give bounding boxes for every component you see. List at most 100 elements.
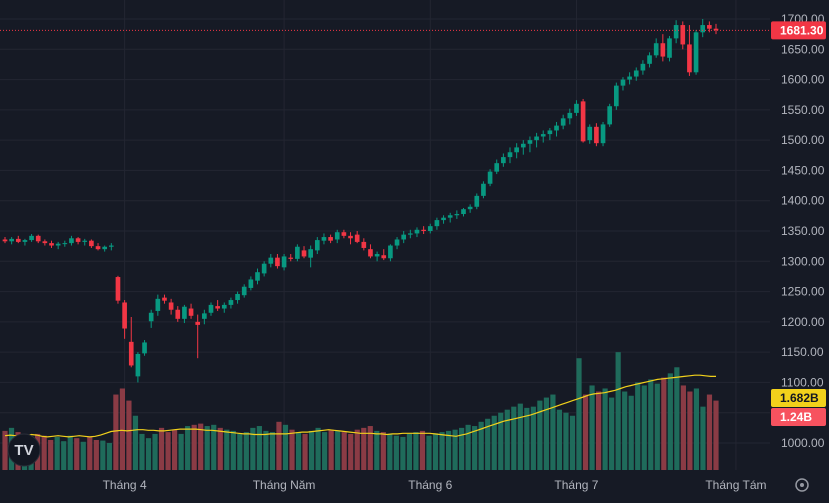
volume-bar <box>126 400 132 470</box>
candle <box>680 21 686 50</box>
volume-bar <box>100 440 106 470</box>
candle-body <box>587 126 593 141</box>
volume-bar <box>48 439 54 470</box>
volume-bar <box>472 426 478 470</box>
volume-bar <box>413 432 419 470</box>
candle <box>527 136 533 153</box>
price-tick-label: 1600.00 <box>781 73 825 87</box>
volume-bar <box>648 379 654 470</box>
candle-body <box>713 28 719 31</box>
candle <box>461 207 466 217</box>
volume-ma-line <box>4 374 716 438</box>
candle-body <box>281 256 287 268</box>
volume-bar <box>93 439 99 470</box>
volume-bar <box>289 429 295 470</box>
volume-bar <box>335 430 341 470</box>
volume-bar <box>204 426 210 470</box>
candle-body <box>594 126 599 144</box>
candle-body <box>15 238 21 242</box>
volume-bar <box>406 433 413 470</box>
volume-bar <box>524 407 530 470</box>
volume-bar <box>654 383 660 470</box>
candle-body <box>128 341 134 366</box>
candle-body <box>647 55 652 64</box>
volume-bar <box>106 443 112 470</box>
volume-bar <box>113 394 119 470</box>
price-tick-label: 1200.00 <box>781 315 825 329</box>
price-tick-label: 1650.00 <box>781 42 825 56</box>
volume-bar <box>158 427 165 470</box>
candle <box>673 20 679 44</box>
candle-body <box>9 238 14 242</box>
candle <box>281 254 287 271</box>
candle <box>587 124 593 144</box>
candle-body <box>142 342 147 354</box>
price-tick-label: 1450.00 <box>781 163 825 177</box>
candle-body <box>454 214 460 216</box>
candle <box>667 35 672 62</box>
volume-bar <box>2 430 8 470</box>
candle <box>474 193 480 210</box>
volume-bar <box>674 367 680 470</box>
volume-bar <box>439 432 445 470</box>
candle-body <box>235 293 240 301</box>
candle-body <box>474 195 480 207</box>
candle <box>308 245 313 268</box>
candle <box>175 306 181 322</box>
candle-body <box>195 321 201 325</box>
candle-body <box>520 143 526 148</box>
candle <box>128 317 134 368</box>
candle-body <box>507 152 513 158</box>
candle <box>607 103 613 127</box>
candle-body <box>295 246 300 259</box>
volume-bar <box>459 427 465 470</box>
candle <box>501 153 506 167</box>
volume-bar <box>582 394 589 470</box>
candle-body <box>89 240 94 247</box>
candle <box>301 246 307 259</box>
candle <box>75 237 81 245</box>
candle <box>95 243 101 251</box>
volume-bar <box>426 435 432 470</box>
candle-body <box>414 229 420 234</box>
candle-body <box>707 25 712 29</box>
candle-body <box>188 308 194 316</box>
candle-body <box>600 124 606 144</box>
tradingview-logo[interactable]: TV <box>7 433 41 467</box>
candle <box>348 232 353 245</box>
volume-bar <box>165 432 171 470</box>
candle-body <box>202 313 207 319</box>
volume-bar <box>387 433 393 470</box>
candle-body <box>421 229 426 231</box>
settings-gear-icon[interactable] <box>795 478 809 492</box>
candles <box>2 19 719 383</box>
candle <box>514 143 519 159</box>
candle-body <box>427 226 433 231</box>
candle-body <box>467 206 473 210</box>
volume-bar <box>615 352 621 470</box>
candle-body <box>221 304 227 309</box>
candle <box>295 244 300 262</box>
volume-bar <box>661 377 667 470</box>
volume-bar <box>537 400 543 470</box>
candle-body <box>660 43 666 57</box>
candle-body <box>82 240 88 242</box>
volume-bar <box>635 382 641 470</box>
volume-bar <box>132 415 139 470</box>
candle-body <box>321 237 327 241</box>
candle <box>540 130 546 143</box>
candle-body <box>115 277 121 301</box>
candle-body <box>135 353 141 377</box>
candle <box>248 276 254 291</box>
candle-body <box>308 249 313 258</box>
price-axis[interactable]: 1700.001650.001600.001550.001500.001450.… <box>781 12 825 450</box>
candle-body <box>687 44 692 73</box>
candle <box>567 108 573 125</box>
candle-body <box>554 125 559 131</box>
candle <box>594 123 599 147</box>
candle-body <box>95 246 101 250</box>
candle-body <box>122 302 127 329</box>
